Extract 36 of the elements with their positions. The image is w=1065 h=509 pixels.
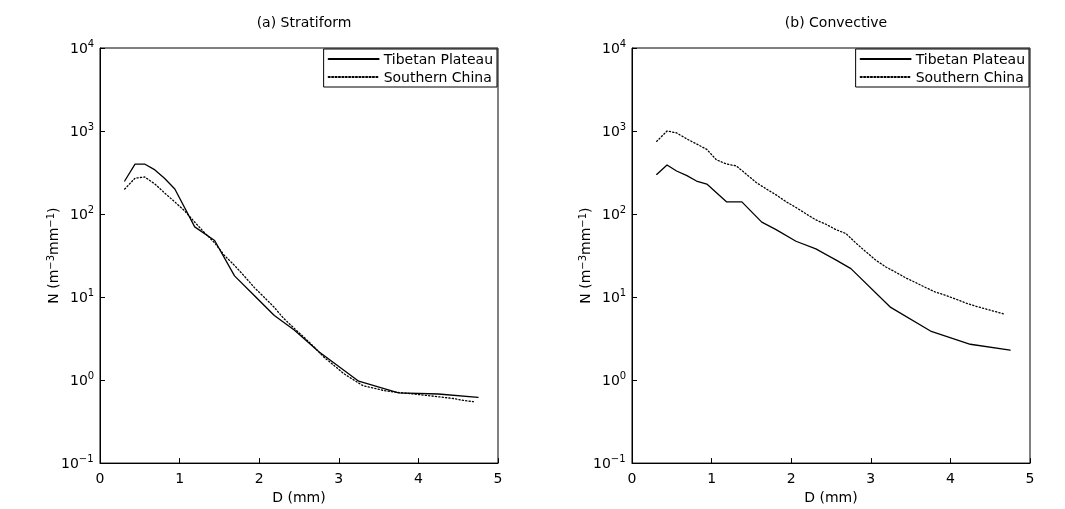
y-tick-label: 10$^{1}$ [602,287,627,306]
legend-label: Southern China [383,69,492,85]
legend-label: Southern China [915,69,1024,85]
y-tick-label: 10$^{1}$ [70,287,95,306]
y-tick-label: 10$^{−1}$ [61,453,94,472]
x-tick-label: 0 [627,470,637,487]
y-axis-title: N (m−3mm−1) [576,207,593,304]
x-tick-label: 2 [786,470,796,487]
chart-title: (a) Stratiform [256,14,352,30]
y-tick-label: 10$^{3}$ [70,121,95,140]
x-tick-label: 2 [254,470,264,487]
line-series [656,164,1011,351]
x-axis-title: D (mm) [272,489,326,505]
y-tick-label: 10$^{0}$ [602,370,627,389]
x-tick-label: 4 [945,470,955,487]
y-tick-label: 10$^{4}$ [70,38,95,56]
y-tick-label: 10$^{0}$ [70,370,95,389]
legend-label: Tibetan Plateau [382,51,494,67]
y-tick-label: 10$^{3}$ [602,121,627,140]
y-tick-label: 10$^{2}$ [602,204,627,223]
x-tick-label: 1 [175,470,185,487]
x-tick-label: 3 [866,470,876,487]
y-tick-label: 10$^{2}$ [70,204,95,223]
x-axis-title: D (mm) [804,489,858,505]
x-tick-label: 0 [95,470,105,487]
line-series [656,130,1006,315]
y-tick-label: 10$^{4}$ [602,38,627,56]
y-axis-title: N (m−3mm−1) [44,207,61,304]
x-tick-label: 4 [413,470,423,487]
x-tick-label: 3 [334,470,344,487]
x-tick-label: 5 [493,470,503,487]
x-tick-label: 1 [707,470,717,487]
y-tick-label: 10$^{−1}$ [593,453,626,472]
chart-title: (b) Convective [784,14,888,30]
x-tick-label: 5 [1025,470,1035,487]
legend-label: Tibetan Plateau [914,51,1026,67]
